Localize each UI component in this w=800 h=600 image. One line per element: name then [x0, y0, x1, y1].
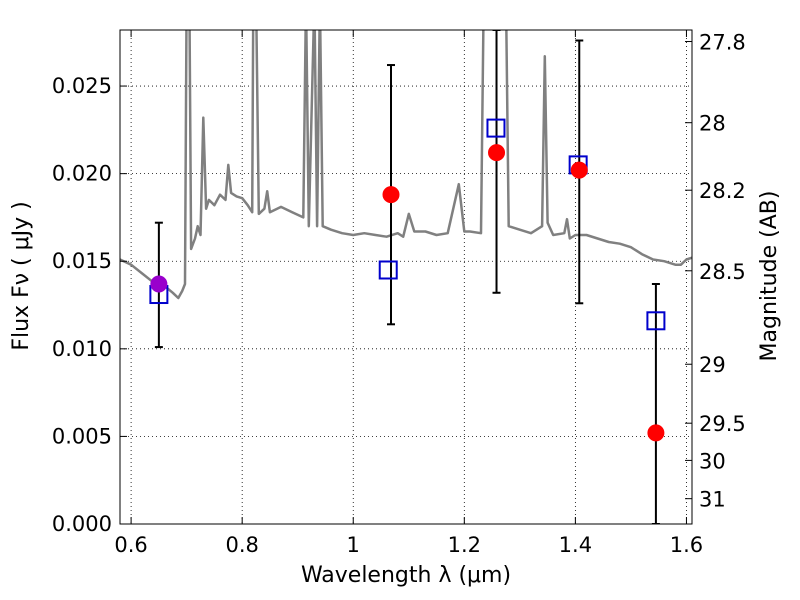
ticks: 0.6 0.8 1 1.2 1.4 1.6 0.000 0.005 0.010 0.015 0.02… — [52, 30, 746, 557]
magnitude-tick-label: 28 — [699, 112, 726, 136]
x-tick-label: 1 — [347, 533, 360, 557]
observed-flux-point — [647, 424, 665, 442]
y-tick-label: 0.020 — [52, 162, 112, 186]
y-tick-label: 0.005 — [52, 424, 112, 448]
x-tick-label: 1.2 — [448, 533, 481, 557]
model-flux-square — [378, 260, 398, 280]
magnitude-tick-label: 28.2 — [699, 179, 746, 203]
x-tick-label: 0.8 — [225, 533, 258, 557]
y-axis-label: Flux Fν ( μJy ) — [9, 201, 34, 350]
magnitude-tick-label: 28.5 — [699, 260, 746, 284]
x-tick-label: 0.6 — [114, 533, 147, 557]
magnitude-axis-label: Magnitude (AB) — [757, 191, 782, 362]
observed-flux-point — [570, 161, 588, 179]
detection-point — [150, 275, 168, 293]
observed-flux-point — [382, 186, 400, 204]
model-flux-square — [486, 118, 506, 138]
magnitude-tick-label: 27.8 — [699, 31, 746, 55]
observed-flux-point — [488, 144, 506, 162]
y-tick-label: 0.000 — [52, 512, 112, 536]
spectrum-line — [120, 30, 692, 300]
x-axis-label: Wavelength λ (μm) — [301, 563, 511, 588]
y-tick-label: 0.015 — [52, 249, 112, 273]
grid — [120, 30, 692, 525]
y-tick-label: 0.025 — [52, 74, 112, 98]
model-flux-square — [646, 311, 666, 331]
magnitude-tick-label: 29 — [699, 353, 726, 377]
y-tick-label: 0.010 — [52, 337, 112, 361]
x-tick-label: 1.4 — [559, 533, 592, 557]
magnitude-tick-label: 31 — [699, 488, 726, 512]
magnitude-tick-label: 29.5 — [699, 412, 746, 436]
axes-frame — [119, 29, 693, 525]
magnitude-tick-label: 30 — [699, 449, 726, 473]
plot-area — [120, 30, 692, 524]
x-tick-label: 1.6 — [670, 533, 703, 557]
